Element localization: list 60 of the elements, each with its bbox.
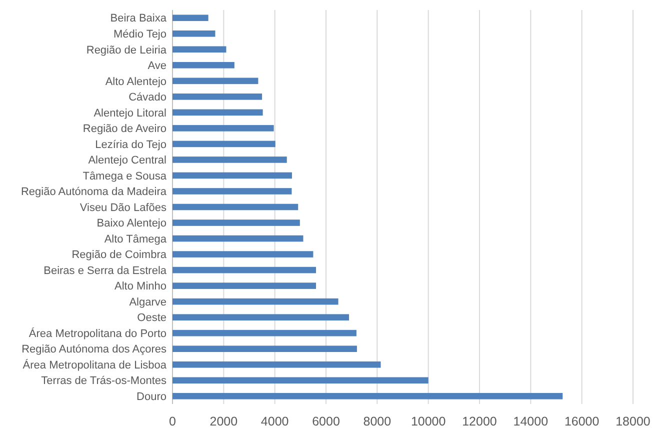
bar: [172, 46, 226, 53]
x-tick-label: 10000: [410, 414, 446, 428]
bar: [172, 361, 381, 368]
y-tick-label: Região de Coimbra: [72, 249, 168, 262]
bar: [172, 392, 563, 400]
bar: [172, 346, 357, 352]
y-tick-label: Alentejo Litoral: [94, 107, 166, 120]
y-tick-label: Alto Alentejo: [105, 76, 166, 88]
y-tick-label: Beiras e Serra da Estrela: [44, 264, 168, 277]
y-tick-label: Região de Aveiro: [82, 123, 166, 136]
x-tick-label: 18000: [616, 414, 650, 428]
y-tick-label: Alto Minho: [114, 280, 166, 293]
bar: [172, 109, 263, 116]
x-tick-label: 14000: [513, 414, 548, 428]
y-tick-label: Área Metropolitana do Porto: [28, 326, 166, 340]
y-tick-label: Médio Tejo: [114, 28, 166, 40]
x-tick-label: 16000: [564, 414, 600, 428]
x-tick-label: 12000: [462, 414, 497, 428]
bar: [172, 62, 234, 68]
bar: [172, 330, 356, 336]
bar: [172, 235, 304, 242]
x-tick-label: 6000: [312, 414, 340, 428]
y-tick-label: Algarve: [129, 296, 166, 308]
x-tick-label: 8000: [363, 414, 392, 428]
bar: [172, 188, 292, 194]
y-tick-label: Ave: [148, 60, 166, 72]
bar: [172, 172, 292, 179]
bar: [172, 156, 287, 163]
bar: [172, 377, 428, 384]
bar: [172, 220, 300, 226]
bar: [172, 125, 274, 132]
y-tick-label: Oeste: [137, 312, 166, 324]
y-tick-label: Cávado: [128, 92, 166, 104]
y-tick-label: Tâmega e Sousa: [82, 170, 168, 182]
bar: [172, 314, 350, 320]
x-tick-label: 4000: [260, 414, 289, 428]
y-tick-label: Viseu Dão Lafões: [80, 202, 167, 214]
y-tick-label: Região de Leiria: [86, 44, 168, 56]
y-tick-label: Região Autónoma dos Açores: [22, 344, 167, 356]
y-tick-label: Área Metropolitana de Lisboa: [22, 358, 168, 372]
bar: [172, 298, 338, 305]
bar: [172, 14, 208, 22]
y-tick-label: Baixo Alentejo: [96, 218, 166, 230]
bar: [172, 140, 276, 148]
x-tick-label: 2000: [210, 414, 238, 428]
y-tick-label: Alto Tâmega: [104, 233, 168, 246]
y-tick-label: Douro: [136, 390, 166, 403]
y-tick-label: Beira Baixa: [110, 12, 168, 25]
y-tick-label: Lezíria do Tejo: [95, 138, 166, 151]
y-tick-label: Terras de Trás-os-Montes: [41, 375, 167, 388]
x-tick-label: 0: [169, 414, 176, 428]
bar: [172, 266, 316, 274]
bar: [172, 30, 216, 37]
y-tick-label: Alentejo Central: [88, 154, 166, 167]
bar: [172, 204, 298, 210]
bar: [172, 78, 258, 84]
bar: [172, 94, 262, 100]
bar: [172, 282, 316, 289]
y-tick-label: Região Autónoma da Madeira: [20, 186, 168, 198]
bar: [172, 251, 314, 258]
